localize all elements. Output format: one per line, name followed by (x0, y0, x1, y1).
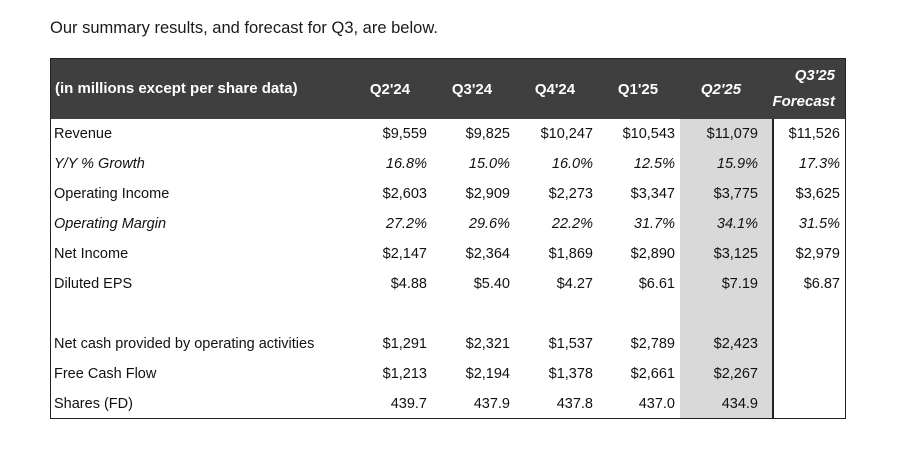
table-cell: $4.88 (390, 276, 427, 292)
table-cell: 34.1% (716, 216, 758, 232)
table-cell: $3,625 (795, 186, 840, 202)
table-cell: 437.0 (638, 396, 675, 412)
table-cell: $9,825 (465, 126, 510, 142)
forecast-title: Q3'25 (794, 67, 835, 84)
forecast-divider (772, 119, 774, 418)
table-row: Operating Income $2,603 $2,909 $2,273 $3,347… (51, 179, 845, 209)
table-cell: $2,267 (713, 366, 758, 382)
table-cell: 434.9 (721, 396, 758, 412)
table-cell: $5.40 (473, 276, 510, 292)
table-cell: $10,543 (622, 126, 675, 142)
table-cell: $7.19 (721, 276, 758, 292)
forecast-subtitle: Forecast (772, 93, 835, 110)
table-cell: 27.2% (385, 216, 427, 232)
col-header-q4-24: Q4'24 (534, 80, 576, 98)
table-cell: 17.3% (798, 156, 840, 172)
table-row: Operating Margin 27.2% 29.6% 22.2% 31.7% 34.1… (51, 209, 845, 239)
table-cell: 12.5% (633, 156, 675, 172)
header-label: (in millions except per share data) (55, 80, 298, 97)
table-row: Net Income $2,147 $2,364 $1,869 $2,890 $3,125… (51, 239, 845, 269)
table-cell: $10,247 (540, 126, 593, 142)
table-cell: 16.8% (385, 156, 427, 172)
row-label: Diluted EPS (54, 276, 133, 292)
intro-text: Our summary results, and forecast for Q3… (50, 19, 438, 37)
table-cell: 437.9 (473, 396, 510, 412)
table-cell: $6.87 (803, 276, 840, 292)
table-cell: $6.61 (638, 276, 675, 292)
col-header-q1-25: Q1'25 (617, 80, 659, 98)
row-label: Y/Y % Growth (54, 156, 145, 172)
col-header-q2-25: Q2'25 (700, 80, 742, 98)
table-cell: $2,979 (795, 246, 840, 262)
table-cell: $2,364 (465, 246, 510, 262)
table-cell: $2,194 (465, 366, 510, 382)
table-cell: $2,909 (465, 186, 510, 202)
row-label: Net Income (54, 246, 129, 262)
table-cell: $1,291 (382, 336, 427, 352)
table-row: Diluted EPS $4.88 $5.40 $4.27 $6.61 $7.19 $6.8… (51, 269, 845, 299)
row-label: Free Cash Flow (54, 366, 157, 382)
table-row: Free Cash Flow $1,213 $2,194 $1,378 $2,661 $2… (51, 359, 845, 389)
col-header-q3-25-forecast: Q3'25 Forecast (763, 59, 845, 119)
table-cell: 16.0% (551, 156, 593, 172)
table-cell: 22.2% (551, 216, 593, 232)
table-cell: $11,526 (788, 126, 840, 142)
row-label: Operating Margin (54, 216, 167, 232)
table-cell: $2,603 (382, 186, 427, 202)
table-cell: $3,775 (713, 186, 758, 202)
col-header-q2-24: Q2'24 (369, 80, 411, 98)
table-cell: $3,347 (630, 186, 675, 202)
table-cell: 439.7 (390, 396, 427, 412)
table-header: (in millions except per share data) Q2'2… (51, 59, 845, 119)
table-cell: 15.0% (468, 156, 510, 172)
table-cell: 31.7% (633, 216, 675, 232)
table-cell: $2,890 (630, 246, 675, 262)
table-cell: $2,423 (713, 336, 758, 352)
row-label: Net cash provided by operating activitie… (54, 336, 315, 352)
row-label: Revenue (54, 126, 113, 142)
table-cell: $2,321 (465, 336, 510, 352)
table-cell: $9,559 (382, 126, 427, 142)
table-cell: $1,378 (548, 366, 593, 382)
table-cell: $1,537 (548, 336, 593, 352)
table-cell: 31.5% (798, 216, 840, 232)
table-cell: 29.6% (468, 216, 510, 232)
table-row: Shares (FD) 439.7 437.9 437.8 437.0 434.9 (51, 389, 845, 419)
table-cell: $1,869 (548, 246, 593, 262)
q2-25-highlight-column (680, 119, 773, 418)
table-cell: $3,125 (713, 246, 758, 262)
table-cell: 437.8 (556, 396, 593, 412)
table-cell: $11,079 (706, 126, 758, 142)
row-label: Shares (FD) (54, 396, 133, 412)
table-row: Net cash provided by operating activitie… (51, 329, 845, 359)
row-label: Operating Income (54, 186, 170, 202)
table-cell: $2,273 (548, 186, 593, 202)
table-row: Revenue $9,559 $9,825 $10,247 $10,543 $11,079… (51, 119, 845, 149)
table-cell: $2,789 (630, 336, 675, 352)
col-header-q3-24: Q3'24 (451, 80, 493, 98)
table-cell: $1,213 (382, 366, 427, 382)
summary-results-table: (in millions except per share data) Q2'2… (50, 58, 846, 419)
table-cell: $4.27 (556, 276, 593, 292)
table-cell: 15.9% (716, 156, 758, 172)
table-cell: $2,661 (630, 366, 675, 382)
table-row: Y/Y % Growth 16.8% 15.0% 16.0% 12.5% 15.9% 17.… (51, 149, 845, 179)
table-cell: $2,147 (382, 246, 427, 262)
